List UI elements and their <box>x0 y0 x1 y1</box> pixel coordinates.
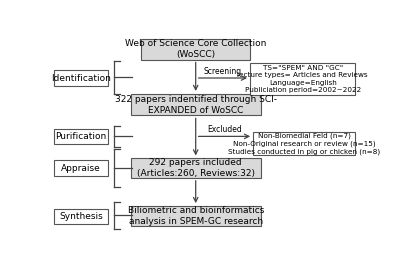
Text: 322 papers indentified through SCI-
EXPANDED of WoSCC: 322 papers indentified through SCI- EXPA… <box>115 95 277 115</box>
FancyBboxPatch shape <box>131 158 261 178</box>
Text: TS="SPEM" AND "GC"
lecture types= Articles and Reviews
Language=English
Publicia: TS="SPEM" AND "GC" lecture types= Articl… <box>237 65 368 93</box>
Text: Screening: Screening <box>204 66 242 76</box>
FancyBboxPatch shape <box>54 160 108 176</box>
Text: 292 papers included
(Articles:260, Reviews:32): 292 papers included (Articles:260, Revie… <box>137 158 255 178</box>
FancyBboxPatch shape <box>54 70 108 86</box>
Text: Web of Science Core Collection
(WoSCC): Web of Science Core Collection (WoSCC) <box>125 39 266 59</box>
Text: Purification: Purification <box>55 132 107 141</box>
Text: Appraise: Appraise <box>61 164 101 173</box>
FancyBboxPatch shape <box>54 209 108 224</box>
FancyBboxPatch shape <box>250 63 355 95</box>
Text: Biliometric and bioinformatics
analysis in SPEM-GC research: Biliometric and bioinformatics analysis … <box>128 206 264 226</box>
FancyBboxPatch shape <box>253 132 355 155</box>
FancyBboxPatch shape <box>131 94 261 115</box>
Text: Identification: Identification <box>51 73 111 82</box>
Text: Synthesis: Synthesis <box>59 212 103 221</box>
Text: Excluded: Excluded <box>207 125 242 134</box>
FancyBboxPatch shape <box>131 206 261 227</box>
FancyBboxPatch shape <box>54 129 108 144</box>
Text: Non-Biomedial Feld (n=7)
Non-Original research or review (n=15)
Studies conducte: Non-Biomedial Feld (n=7) Non-Original re… <box>228 132 380 155</box>
FancyBboxPatch shape <box>142 39 250 60</box>
